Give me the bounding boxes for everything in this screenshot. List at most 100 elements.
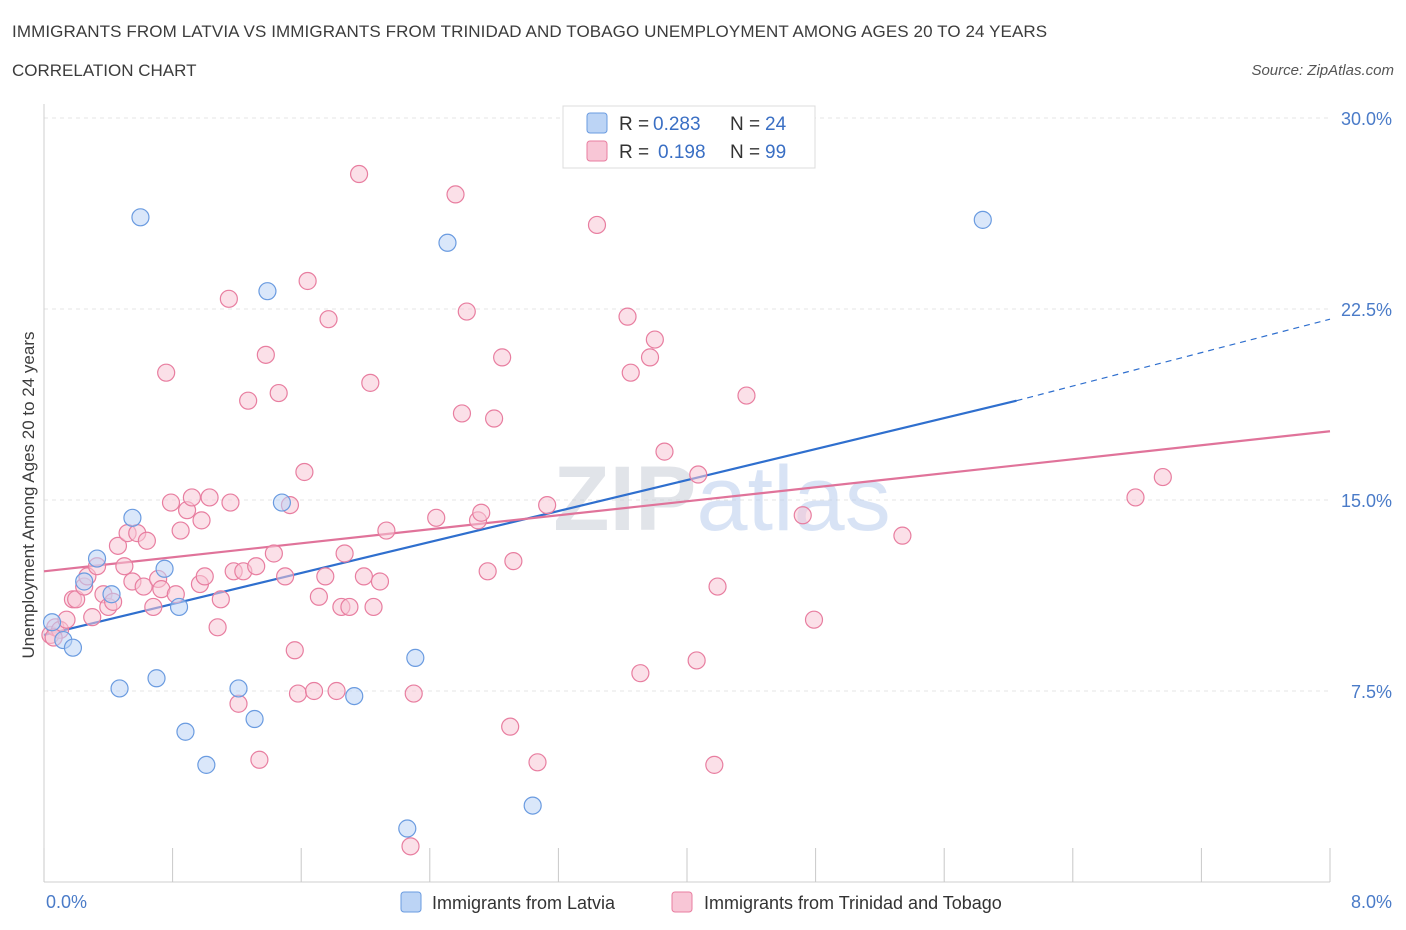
point-latvia: [169, 597, 189, 617]
point-latvia: [973, 210, 992, 229]
point-tt: [319, 310, 338, 329]
point-tt: [793, 506, 812, 525]
point-tt: [538, 495, 557, 515]
y-tick-label: 7.5%: [1351, 682, 1392, 702]
legend-latvia-n-value: 24: [765, 114, 787, 135]
point-tt: [250, 750, 269, 769]
point-latvia: [438, 233, 457, 252]
x-tick-label: 0.0%: [46, 892, 87, 912]
point-tt: [221, 493, 240, 512]
trend-lines: [43, 318, 1331, 637]
point-tt: [192, 511, 211, 530]
point-tt: [1153, 467, 1172, 487]
point-tt: [504, 552, 523, 571]
watermark: ZIPatlas: [553, 448, 890, 550]
point-latvia: [272, 493, 292, 512]
point-tt: [295, 462, 314, 482]
point-latvia: [131, 208, 150, 227]
point-tt: [134, 577, 153, 596]
point-tt: [640, 348, 660, 367]
chart-subtitle: CORRELATION CHART: [12, 61, 197, 80]
point-tt: [309, 587, 328, 606]
point-tt: [618, 307, 637, 326]
legend-swatch-latvia: [586, 112, 608, 134]
point-tt: [256, 345, 275, 364]
point-tt: [115, 557, 134, 576]
point-tt: [137, 531, 156, 550]
point-tt: [1126, 488, 1145, 507]
point-tt: [472, 503, 491, 522]
point-tt: [211, 590, 230, 609]
point-tt: [83, 608, 102, 627]
point-tt: [427, 508, 446, 527]
legend-latvia-n-label: N =: [730, 114, 760, 135]
legend-tt-n-value: 99: [765, 142, 786, 163]
point-tt: [247, 557, 266, 576]
point-latvia: [197, 755, 216, 774]
point-tt: [705, 755, 724, 774]
point-tt: [687, 651, 706, 670]
point-tt: [689, 465, 708, 484]
point-tt: [457, 302, 476, 321]
point-latvia: [102, 585, 121, 604]
point-tt: [493, 348, 512, 367]
legend-tt-n-label: N =: [730, 142, 760, 163]
point-latvia: [406, 648, 425, 667]
y-tick-label: 15.0%: [1341, 491, 1392, 511]
point-tt: [304, 681, 324, 701]
point-tt: [370, 572, 390, 591]
point-tt: [335, 544, 354, 563]
bottom-legend-swatch-tt: [671, 891, 693, 913]
point-tt: [478, 562, 497, 581]
point-tt: [621, 363, 640, 382]
point-tt: [208, 618, 227, 637]
point-latvia: [75, 572, 94, 591]
bottom-legend-tt: Immigrants from Trinidad and Tobago: [704, 893, 1002, 913]
point-tt: [239, 391, 258, 410]
bottom-legend-swatch-latvia: [400, 891, 422, 913]
point-tt: [229, 694, 248, 713]
point-latvia: [63, 638, 83, 657]
x-tick-label: 8.0%: [1351, 892, 1392, 912]
y-tick-label: 30.0%: [1341, 109, 1392, 129]
point-tt: [182, 488, 201, 507]
legend-tt-r-label: R =: [619, 142, 649, 163]
point-tt: [108, 536, 128, 555]
point-tt: [645, 330, 664, 349]
legend-swatch-tt: [586, 140, 608, 162]
point-tt: [161, 493, 181, 512]
point-latvia: [176, 722, 195, 741]
point-tt: [144, 597, 163, 617]
point-tt: [349, 164, 369, 184]
point-latvia: [110, 679, 129, 698]
point-latvia: [345, 686, 364, 706]
point-tt: [377, 521, 396, 540]
point-tt: [276, 567, 295, 586]
point-latvia: [147, 669, 166, 688]
point-tt: [804, 610, 824, 629]
point-tt: [737, 386, 756, 405]
point-tt: [171, 521, 190, 540]
bottom-legend-latvia: Immigrants from Latvia: [432, 893, 616, 913]
point-tt: [587, 215, 607, 235]
point-latvia: [155, 559, 174, 578]
point-latvia: [123, 508, 142, 527]
point-tt: [327, 681, 346, 701]
point-tt: [501, 717, 520, 736]
point-latvia: [523, 796, 542, 815]
point-latvia: [42, 613, 62, 632]
source-label: Source: ZipAtlas.com: [1251, 62, 1394, 79]
tick-labels: 7.5% 15.0% 22.5% 30.0% 0.0% 8.0%: [46, 109, 1392, 912]
point-tt: [298, 271, 317, 291]
point-tt: [404, 684, 423, 703]
point-tt: [452, 404, 472, 423]
chart-title: IMMIGRANTS FROM LATVIA VS IMMIGRANTS FRO…: [12, 22, 1048, 41]
legend-latvia-r-label: R =: [619, 114, 649, 135]
point-tt: [446, 185, 465, 204]
point-tt: [708, 577, 727, 596]
bottom-legend: Immigrants from Latvia Immigrants from T…: [400, 891, 1002, 913]
point-tt: [354, 567, 373, 586]
point-tt: [157, 363, 176, 382]
point-latvia: [398, 819, 417, 838]
